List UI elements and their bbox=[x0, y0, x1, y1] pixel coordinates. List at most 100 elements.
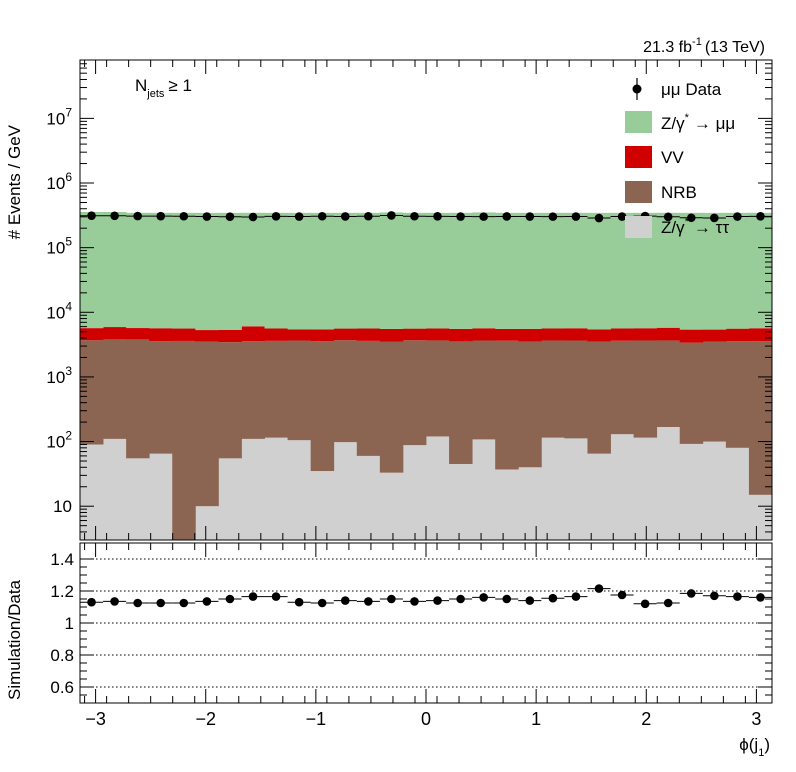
bar-vv-18 bbox=[495, 328, 519, 341]
bar-vv-27 bbox=[702, 329, 727, 342]
legend-entry-data: μμ Data bbox=[632, 78, 722, 100]
ratio-point-25 bbox=[663, 598, 673, 608]
bar-ztautau-14 bbox=[402, 445, 427, 540]
legend: μμ Data Z/γ* → μμ VV NRB Z/γ* → ττ bbox=[625, 78, 735, 238]
bar-zmumu-0 bbox=[80, 212, 104, 329]
stack-layer-ztautau bbox=[80, 427, 772, 540]
bar-nrb-29 bbox=[748, 341, 772, 495]
x-tick-label-1: −2 bbox=[195, 709, 216, 729]
ratio-points bbox=[80, 584, 772, 609]
bar-zmumu-5 bbox=[195, 212, 219, 331]
legend-vv-label: VV bbox=[661, 148, 684, 167]
ratio-point-11 bbox=[340, 596, 350, 605]
bar-ztautau-27 bbox=[702, 441, 727, 540]
ratio-point-6 bbox=[225, 594, 235, 604]
data-point-28 bbox=[733, 212, 742, 221]
bar-nrb-21 bbox=[564, 340, 588, 439]
bar-vv-24 bbox=[633, 328, 658, 341]
bar-vv-26 bbox=[679, 329, 704, 343]
bar-ztautau-24 bbox=[633, 437, 658, 540]
bar-nrb-16 bbox=[449, 341, 473, 464]
data-point-6 bbox=[225, 212, 235, 222]
x-tick-label-3: 0 bbox=[421, 709, 431, 729]
ratio-point-9 bbox=[294, 597, 304, 607]
bar-ztautau-26 bbox=[679, 443, 704, 540]
x-tick-label-2: −1 bbox=[306, 709, 327, 729]
data-point-11 bbox=[340, 212, 350, 221]
ratio-point-17 bbox=[479, 593, 488, 602]
bar-nrb-10 bbox=[310, 341, 335, 472]
bar-nrb-20 bbox=[541, 340, 565, 438]
legend-zmumu-label: Z/γ* → μμ bbox=[661, 112, 735, 133]
ratio-y-tick-label-2: 1 bbox=[65, 614, 74, 633]
bar-ztautau-29 bbox=[748, 494, 772, 540]
legend-zmumu-swatch bbox=[625, 111, 652, 133]
luminosity-label: 21.3 fb-1 (13 TeV) bbox=[643, 36, 765, 56]
ratio-point-13 bbox=[387, 594, 396, 604]
x-tick-label-6: 3 bbox=[751, 709, 761, 729]
bar-ztautau-13 bbox=[379, 472, 404, 540]
bar-vv-23 bbox=[610, 328, 634, 341]
top-y-ticks: 10 102 103 104 105 106 107 bbox=[46, 59, 772, 541]
main-histogram-panel: 10 102 103 104 105 106 107 bbox=[46, 59, 773, 541]
legend-entry-nrb: NRB bbox=[625, 181, 697, 203]
bar-ztautau-23 bbox=[610, 434, 634, 540]
bar-vv-9 bbox=[287, 329, 312, 341]
bar-zmumu-17 bbox=[472, 212, 496, 329]
data-point-13 bbox=[387, 211, 396, 220]
bar-vv-20 bbox=[541, 328, 565, 341]
data-point-27 bbox=[710, 213, 719, 223]
ratio-y-ticks: 0.6 0.8 1 1.2 1.4 bbox=[50, 550, 772, 697]
legend-nrb-label: NRB bbox=[661, 183, 697, 202]
data-point-14 bbox=[410, 211, 419, 221]
bar-nrb-25 bbox=[656, 340, 681, 428]
ratio-point-5 bbox=[202, 597, 212, 606]
bar-nrb-6 bbox=[218, 342, 242, 459]
bar-ztautau-7 bbox=[241, 438, 265, 540]
bar-nrb-15 bbox=[426, 340, 450, 437]
bar-zmumu-1 bbox=[103, 212, 127, 328]
bar-zmumu-8 bbox=[264, 212, 288, 329]
ratio-y-tick-label-3: 1.2 bbox=[50, 582, 74, 601]
bar-ztautau-25 bbox=[656, 427, 681, 540]
ratio-point-8 bbox=[271, 592, 281, 601]
bar-zmumu-6 bbox=[218, 212, 242, 330]
x-tick-label-0: −3 bbox=[85, 709, 106, 729]
ratio-point-16 bbox=[456, 594, 465, 604]
bar-zmumu-29 bbox=[748, 212, 772, 329]
bar-vv-17 bbox=[472, 328, 496, 341]
data-point-8 bbox=[271, 212, 281, 221]
data-point-3 bbox=[156, 211, 166, 221]
x-axis-title: ϕ(j1) bbox=[739, 735, 770, 759]
ratio-point-1 bbox=[110, 597, 119, 606]
bar-nrb-8 bbox=[264, 340, 288, 438]
y-axis-title-ratio: Simulation/Data bbox=[5, 579, 24, 700]
legend-data-marker bbox=[632, 84, 642, 94]
ratio-point-20 bbox=[548, 593, 558, 603]
bar-zmumu-13 bbox=[379, 212, 404, 329]
bar-nrb-26 bbox=[679, 342, 704, 444]
ratio-point-28 bbox=[733, 592, 742, 601]
ratio-x-ticks: −3 −2 −1 0 1 2 3 bbox=[84, 543, 761, 729]
bar-nrb-2 bbox=[126, 339, 150, 459]
top-x-ticks bbox=[84, 60, 757, 540]
bar-vv-0 bbox=[80, 328, 104, 341]
stack-layer-nrb bbox=[80, 339, 772, 540]
bar-vv-2 bbox=[126, 328, 150, 340]
y-tick-label-0: 10 bbox=[53, 497, 72, 516]
bar-ztautau-22 bbox=[587, 453, 611, 540]
bar-zmumu-2 bbox=[126, 212, 150, 329]
data-point-0 bbox=[87, 211, 96, 221]
bar-ztautau-6 bbox=[218, 458, 242, 540]
bar-zmumu-26 bbox=[679, 212, 704, 330]
bar-ztautau-8 bbox=[264, 437, 288, 540]
bar-nrb-22 bbox=[587, 341, 611, 454]
ratio-point-7 bbox=[248, 592, 258, 601]
data-point-10 bbox=[317, 211, 327, 221]
bar-ztautau-11 bbox=[333, 442, 358, 540]
bar-vv-22 bbox=[587, 329, 611, 342]
ratio-point-12 bbox=[364, 597, 373, 606]
bar-nrb-9 bbox=[287, 340, 312, 441]
data-point-26 bbox=[686, 213, 696, 223]
